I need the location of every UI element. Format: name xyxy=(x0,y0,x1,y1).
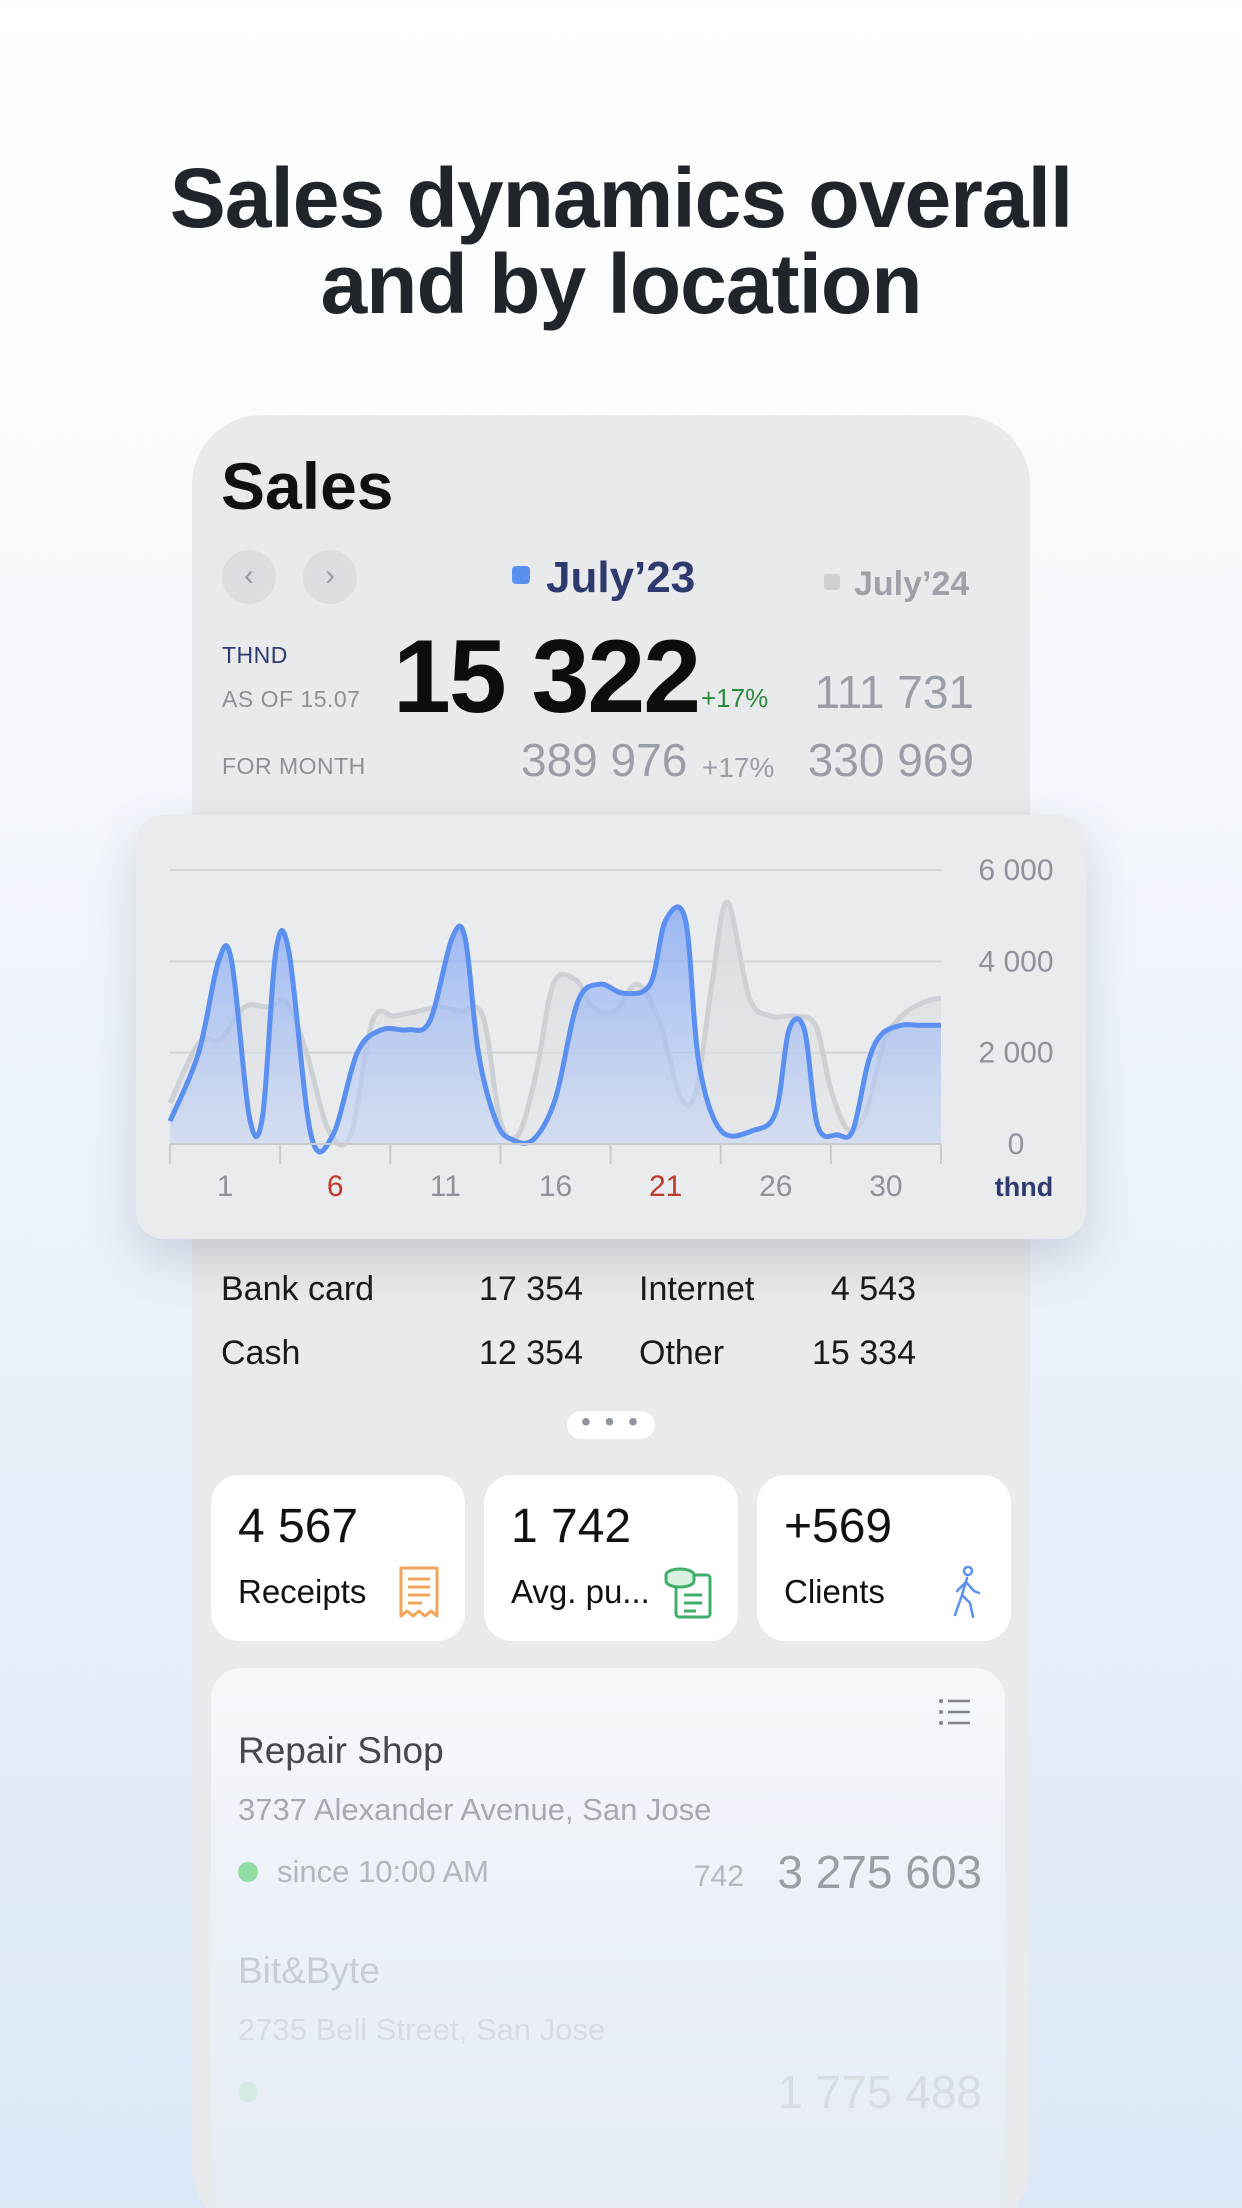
x-tick-label: 1 xyxy=(217,1170,234,1203)
legend-current-label: July’23 xyxy=(546,553,696,602)
payment-value-internet: 4 543 xyxy=(830,1270,916,1308)
legend-previous-label: July’24 xyxy=(854,565,970,603)
series-current-area xyxy=(170,906,941,1152)
y-tick-label: 6 000 xyxy=(978,854,1053,887)
stat-card-average-purchase[interactable]: 1 742 Avg. pu... xyxy=(484,1475,738,1641)
chevron-right-icon: › xyxy=(325,559,335,592)
page-title: Sales xyxy=(221,449,394,523)
headline-line-2: and by location xyxy=(320,237,922,331)
month-label: FOR MONTH xyxy=(222,753,366,779)
today-change-badge: +17% xyxy=(701,683,769,713)
stat-label: Receipts xyxy=(238,1573,367,1610)
y-tick-label: 0 xyxy=(1008,1128,1025,1161)
payment-label-cash: Cash xyxy=(221,1334,301,1372)
location-address: 2735 Bell Street, San Jose xyxy=(238,2012,606,2047)
status-dot xyxy=(238,1862,258,1882)
previous-period-button[interactable]: ‹ xyxy=(222,550,276,604)
receipt-icon xyxy=(399,1566,439,1618)
payment-label-internet: Internet xyxy=(639,1270,755,1308)
month-sales-value: 389 976 xyxy=(521,734,688,786)
legend-current-swatch xyxy=(512,566,530,584)
location-name: Repair Shop xyxy=(238,1730,444,1771)
y-axis-unit-label: thnd xyxy=(995,1172,1053,1202)
x-tick-label: 26 xyxy=(759,1170,792,1203)
stat-card-clients[interactable]: +569 Clients xyxy=(757,1475,1011,1641)
location-name: Bit&Byte xyxy=(238,1950,380,1991)
locations-card xyxy=(211,1668,1005,2208)
coins-document-icon xyxy=(664,1567,712,1619)
series-current-line[interactable] xyxy=(167,904,941,1155)
x-tick-label: 21 xyxy=(649,1170,682,1203)
legend-previous-swatch xyxy=(824,574,840,590)
stat-value: 1 742 xyxy=(511,1500,632,1553)
location-address: 3737 Alexander Avenue, San Jose xyxy=(238,1792,712,1827)
stat-value: 4 567 xyxy=(238,1500,359,1553)
location-total: 3 275 603 xyxy=(777,1846,982,1898)
today-previous-value: 111 731 xyxy=(814,666,974,718)
x-tick-label: 11 xyxy=(430,1170,461,1203)
next-period-button[interactable]: › xyxy=(303,550,357,604)
as-of-label: AS OF 15.07 xyxy=(222,686,361,712)
month-previous-value: 330 969 xyxy=(807,734,974,786)
location-total: 1 775 488 xyxy=(777,2066,982,2118)
sales-chart-card[interactable]: 6 000 4 000 2 000 0 1 6 11 16 21 26 30 thnd xyxy=(136,815,1086,1239)
stat-value: +569 xyxy=(784,1500,893,1553)
stat-label: Avg. pu... xyxy=(511,1573,650,1610)
walking-person-icon xyxy=(953,1565,981,1619)
payment-value-cash: 12 354 xyxy=(479,1334,583,1372)
month-change-badge: +17% xyxy=(702,752,775,783)
series-previous-line[interactable] xyxy=(167,899,942,1148)
y-tick-label: 4 000 xyxy=(978,945,1053,978)
unit-label: THND xyxy=(222,642,288,668)
x-tick-label: 16 xyxy=(539,1170,572,1203)
status-dot xyxy=(238,2082,258,2102)
today-sales-value: 15 322 xyxy=(393,619,701,735)
x-tick-label: 6 xyxy=(327,1170,344,1203)
y-tick-label: 2 000 xyxy=(978,1037,1053,1070)
stat-label: Clients xyxy=(784,1573,885,1610)
payment-label-bank-card: Bank card xyxy=(221,1270,375,1308)
list-icon[interactable] xyxy=(938,1697,972,1727)
x-tick-label: 30 xyxy=(869,1170,902,1203)
more-button[interactable]: • • • xyxy=(567,1408,655,1439)
headline: Sales dynamics overall and by location xyxy=(0,155,1242,327)
payment-value-other: 15 334 xyxy=(812,1334,916,1372)
payment-value-bank-card: 17 354 xyxy=(479,1270,583,1308)
chevron-left-icon: ‹ xyxy=(244,559,254,592)
legend-current-period[interactable]: July’23 xyxy=(512,553,695,603)
location-status: since 10:00 AM xyxy=(277,1854,489,1889)
headline-line-1: Sales dynamics overall xyxy=(169,151,1074,245)
payment-label-other: Other xyxy=(639,1334,725,1372)
stat-card-receipts[interactable]: 4 567 Receipts xyxy=(211,1475,465,1641)
location-count: 742 xyxy=(694,1860,745,1893)
legend-previous-period[interactable]: July’24 xyxy=(824,565,969,604)
